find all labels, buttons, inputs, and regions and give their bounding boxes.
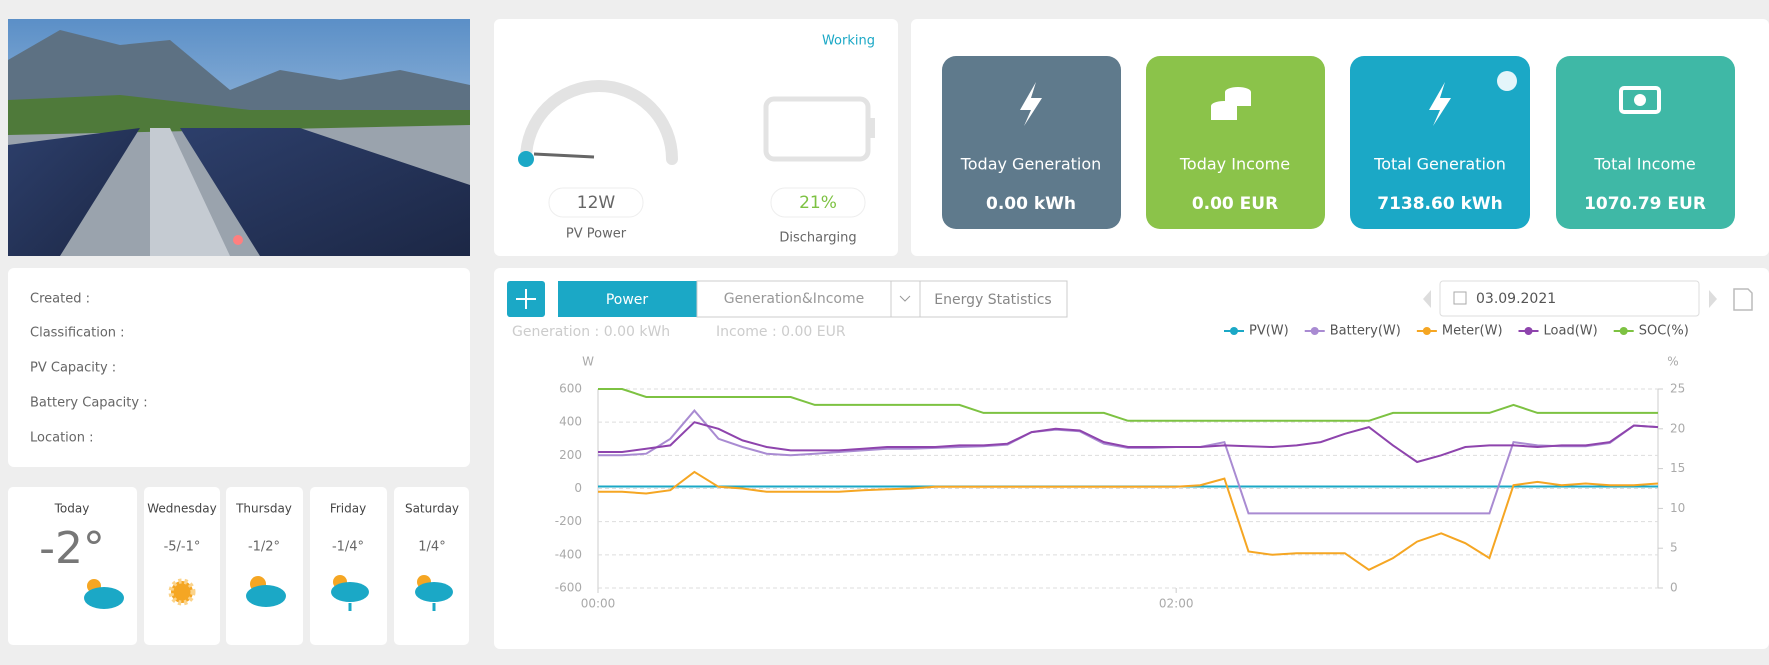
tab-label[interactable]: Generation&Income bbox=[724, 291, 865, 307]
y2-tick-label: 20 bbox=[1670, 421, 1685, 435]
y2-tick-label: 15 bbox=[1670, 461, 1685, 475]
export-icon[interactable] bbox=[1733, 288, 1753, 311]
weather-day: Thursday bbox=[235, 502, 292, 516]
y2-tick-label: 25 bbox=[1670, 382, 1685, 396]
weather-day: Wednesday -5/-1° bbox=[144, 487, 220, 645]
weather-temp: -1/2° bbox=[248, 540, 280, 555]
pv-pill bbox=[548, 187, 644, 218]
tab-active[interactable] bbox=[558, 281, 697, 317]
info-label: Battery Capacity : bbox=[30, 396, 148, 411]
gauge-needle bbox=[533, 152, 595, 159]
y-tick-label: 200 bbox=[559, 448, 582, 462]
date-next[interactable] bbox=[1709, 290, 1717, 308]
card-title: Total Generation bbox=[1373, 155, 1506, 174]
info-label: Location : bbox=[30, 431, 94, 446]
move-button[interactable] bbox=[507, 281, 545, 317]
y-tick-label: 0 bbox=[574, 481, 582, 495]
weather-today: Today -2° bbox=[8, 487, 137, 645]
card-title: Today Generation bbox=[960, 155, 1102, 174]
legend-label: Battery(W) bbox=[1330, 324, 1401, 339]
x-tick-label: 00:00 bbox=[581, 597, 616, 611]
site-photo bbox=[8, 19, 470, 256]
legend-marker bbox=[1619, 327, 1628, 335]
cards-panel bbox=[911, 19, 1769, 256]
y-tick-label: -200 bbox=[555, 514, 582, 528]
tab-label[interactable]: Power bbox=[606, 292, 649, 308]
card: Today Generation 0.00 kWh bbox=[942, 56, 1121, 229]
card: Total Generation 7138.60 kWh bbox=[1350, 56, 1530, 229]
weather-day: Wednesday bbox=[147, 502, 216, 516]
weather-temp: -5/-1° bbox=[164, 540, 201, 555]
gauge bbox=[520, 80, 678, 165]
card-value: 0.00 kWh bbox=[986, 194, 1076, 214]
legend-label: Load(W) bbox=[1544, 324, 1598, 339]
weather-day: Saturday bbox=[405, 502, 459, 516]
legend-marker bbox=[1230, 327, 1238, 335]
card: Total Income 1070.79 EUR bbox=[1556, 56, 1735, 229]
weather-temp: -1/4° bbox=[332, 540, 364, 555]
legend-marker bbox=[1422, 327, 1431, 335]
weather-temp: 1/4° bbox=[418, 540, 445, 555]
info-label: PV Capacity : bbox=[30, 361, 116, 376]
y2-tick-label: 0 bbox=[1670, 581, 1678, 595]
legend-label: Meter(W) bbox=[1442, 324, 1503, 339]
card-title: Total Income bbox=[1593, 155, 1695, 174]
date-prev[interactable] bbox=[1423, 290, 1431, 308]
info-label: Classification : bbox=[30, 326, 125, 341]
weather-day: Thursday -1/2° bbox=[226, 487, 303, 645]
gauge-dot bbox=[518, 151, 534, 167]
series-line bbox=[598, 421, 1659, 464]
weather-day: Friday -1/4° bbox=[310, 487, 387, 645]
legend-marker bbox=[1524, 327, 1533, 335]
y-axis-label: W bbox=[582, 355, 594, 369]
battery-pill bbox=[770, 187, 866, 218]
pv-power: 12W bbox=[577, 193, 616, 213]
weather-temp: -2° bbox=[39, 523, 105, 574]
legend-label: PV(W) bbox=[1249, 324, 1289, 339]
series-line bbox=[598, 470, 1659, 571]
date-text[interactable]: 03.09.2021 bbox=[1476, 291, 1556, 307]
battery-tip bbox=[870, 118, 875, 138]
card-value: 7138.60 kWh bbox=[1377, 194, 1503, 214]
legend-label: SOC(%) bbox=[1639, 324, 1689, 339]
legend-marker bbox=[1310, 327, 1319, 335]
pv-label: PV Power bbox=[566, 227, 627, 242]
status-state: Working bbox=[822, 34, 875, 49]
weather-day: Saturday 1/4° bbox=[394, 487, 469, 645]
chart-panel bbox=[494, 268, 1769, 649]
card-value: 1070.79 EUR bbox=[1584, 194, 1706, 214]
generation-summary: Generation : 0.00 kWh bbox=[512, 324, 670, 340]
tab-label[interactable]: Energy Statistics bbox=[934, 292, 1051, 308]
card-title: Today Income bbox=[1179, 155, 1290, 174]
battery-state: Discharging bbox=[779, 231, 856, 246]
income-summary: Income : 0.00 EUR bbox=[716, 324, 846, 340]
card-value: 0.00 EUR bbox=[1192, 194, 1278, 214]
tab-dropdown[interactable] bbox=[899, 295, 911, 302]
y-tick-label: -600 bbox=[555, 581, 582, 595]
battery-icon bbox=[763, 96, 871, 162]
weather-day: Today bbox=[54, 502, 90, 516]
date-input[interactable] bbox=[1439, 280, 1700, 317]
y2-tick-label: 5 bbox=[1670, 541, 1678, 555]
y-tick-label: 400 bbox=[559, 415, 582, 429]
y-tick-label: 600 bbox=[559, 382, 582, 396]
y2-tick-label: 10 bbox=[1670, 501, 1685, 515]
series-line bbox=[598, 388, 1658, 422]
info-label: Created : bbox=[30, 292, 90, 307]
help-icon[interactable] bbox=[1497, 71, 1517, 91]
info-panel bbox=[8, 268, 470, 467]
status-panel bbox=[494, 19, 898, 256]
y-tick-label: -400 bbox=[555, 547, 582, 561]
battery-percent: 21% bbox=[799, 193, 837, 213]
y2-axis-label: % bbox=[1667, 355, 1678, 369]
x-tick-label: 02:00 bbox=[1159, 597, 1194, 611]
card: Today Income 0.00 EUR bbox=[1146, 56, 1325, 229]
weather-day: Friday bbox=[330, 502, 366, 516]
tab-group[interactable] bbox=[696, 280, 1068, 318]
